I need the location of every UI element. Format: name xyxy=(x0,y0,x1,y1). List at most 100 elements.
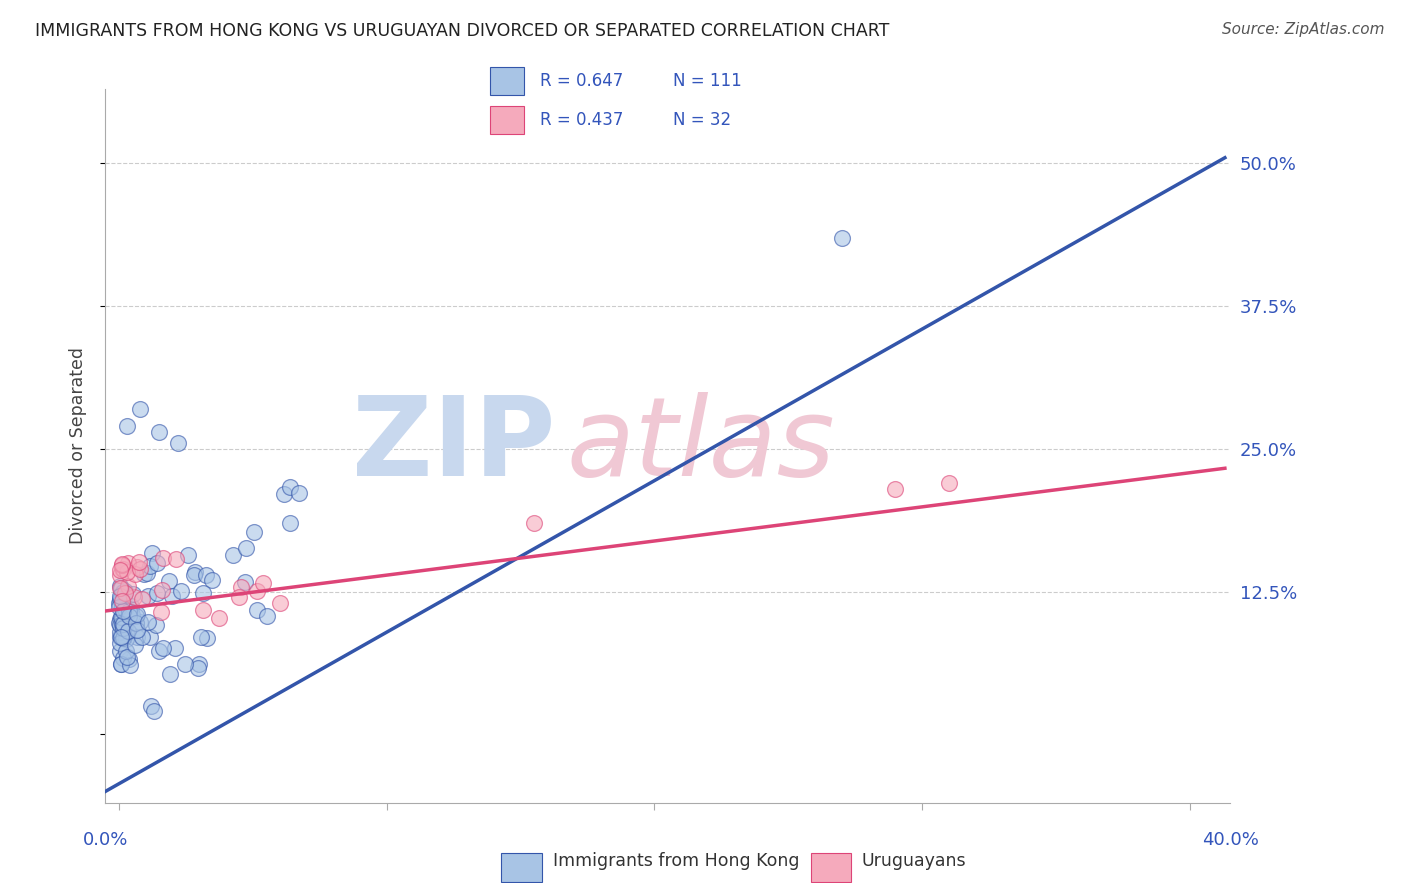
Point xyxy=(115,649,138,664)
FancyBboxPatch shape xyxy=(491,67,524,95)
Point xyxy=(111,631,134,645)
Point xyxy=(170,584,193,599)
Point xyxy=(141,546,163,560)
Point xyxy=(145,618,167,632)
Y-axis label: Divorced or Separated: Divorced or Separated xyxy=(69,348,87,544)
Point xyxy=(108,617,131,632)
Point xyxy=(124,638,146,652)
Point xyxy=(245,584,267,599)
Point xyxy=(148,644,170,658)
Point xyxy=(110,625,132,640)
Point xyxy=(146,586,169,600)
Point xyxy=(152,550,174,565)
Point xyxy=(108,563,131,577)
Point xyxy=(108,615,131,630)
Text: R = 0.647: R = 0.647 xyxy=(540,72,623,90)
Point xyxy=(125,616,148,631)
Point xyxy=(138,615,160,629)
Point xyxy=(222,548,245,562)
Point xyxy=(183,567,205,582)
Point xyxy=(252,576,274,591)
Point xyxy=(228,591,250,605)
Point xyxy=(110,636,132,650)
Point xyxy=(112,562,135,576)
Point xyxy=(193,586,215,600)
Point xyxy=(208,611,231,625)
Point xyxy=(150,606,173,620)
Point xyxy=(273,487,295,501)
Text: atlas: atlas xyxy=(567,392,835,500)
Point xyxy=(118,604,141,618)
FancyBboxPatch shape xyxy=(502,854,541,881)
Point xyxy=(132,566,155,581)
Point xyxy=(115,643,138,657)
Point xyxy=(111,621,134,635)
Point xyxy=(110,610,132,624)
FancyBboxPatch shape xyxy=(491,106,524,134)
Point xyxy=(269,596,291,610)
Point xyxy=(115,625,138,640)
Point xyxy=(124,566,146,581)
Point xyxy=(108,612,131,626)
Point xyxy=(117,624,139,638)
Point xyxy=(117,579,139,593)
Point xyxy=(111,617,134,632)
Point xyxy=(108,596,131,610)
Point xyxy=(125,630,148,644)
Point xyxy=(127,560,149,574)
Point xyxy=(114,586,136,600)
Point xyxy=(112,617,135,632)
Text: 0.0%: 0.0% xyxy=(83,831,128,849)
Point xyxy=(146,557,169,571)
Point xyxy=(246,603,269,617)
Point xyxy=(190,630,212,644)
Point xyxy=(108,579,131,593)
Point xyxy=(135,566,157,580)
Point xyxy=(136,589,159,603)
Point xyxy=(108,600,131,615)
Point xyxy=(122,590,145,604)
Point xyxy=(111,610,134,624)
Point xyxy=(110,562,132,576)
Text: ZIP: ZIP xyxy=(352,392,555,500)
Point xyxy=(194,568,217,582)
Point xyxy=(111,599,134,613)
Point xyxy=(125,623,148,637)
Point xyxy=(139,630,162,644)
Point xyxy=(112,615,135,629)
Point xyxy=(111,610,134,624)
Point xyxy=(114,632,136,646)
Point xyxy=(111,585,134,599)
Point xyxy=(166,436,188,450)
Point xyxy=(114,619,136,633)
Text: IMMIGRANTS FROM HONG KONG VS URUGUAYAN DIVORCED OR SEPARATED CORRELATION CHART: IMMIGRANTS FROM HONG KONG VS URUGUAYAN D… xyxy=(35,22,890,40)
Point xyxy=(108,568,131,582)
Point xyxy=(114,602,136,616)
Point xyxy=(110,657,132,671)
Point xyxy=(187,657,209,671)
Point xyxy=(160,589,183,603)
Point xyxy=(187,661,209,675)
Text: Uruguayans: Uruguayans xyxy=(862,852,966,870)
Text: N = 111: N = 111 xyxy=(673,72,741,90)
FancyBboxPatch shape xyxy=(811,854,851,881)
Point xyxy=(131,591,153,606)
Point xyxy=(108,589,131,603)
Text: N = 32: N = 32 xyxy=(673,111,731,128)
Point xyxy=(195,631,218,645)
Point xyxy=(148,425,170,439)
Point xyxy=(129,401,152,416)
Point xyxy=(114,584,136,599)
Point xyxy=(117,556,139,570)
Point xyxy=(125,607,148,621)
Point xyxy=(125,608,148,623)
Point xyxy=(120,601,142,615)
Point xyxy=(128,562,150,576)
Point xyxy=(110,630,132,644)
Text: R = 0.437: R = 0.437 xyxy=(540,111,623,128)
Point xyxy=(938,476,960,491)
Point xyxy=(193,603,215,617)
Point xyxy=(278,516,301,530)
Point xyxy=(157,574,180,588)
Point xyxy=(233,575,256,590)
